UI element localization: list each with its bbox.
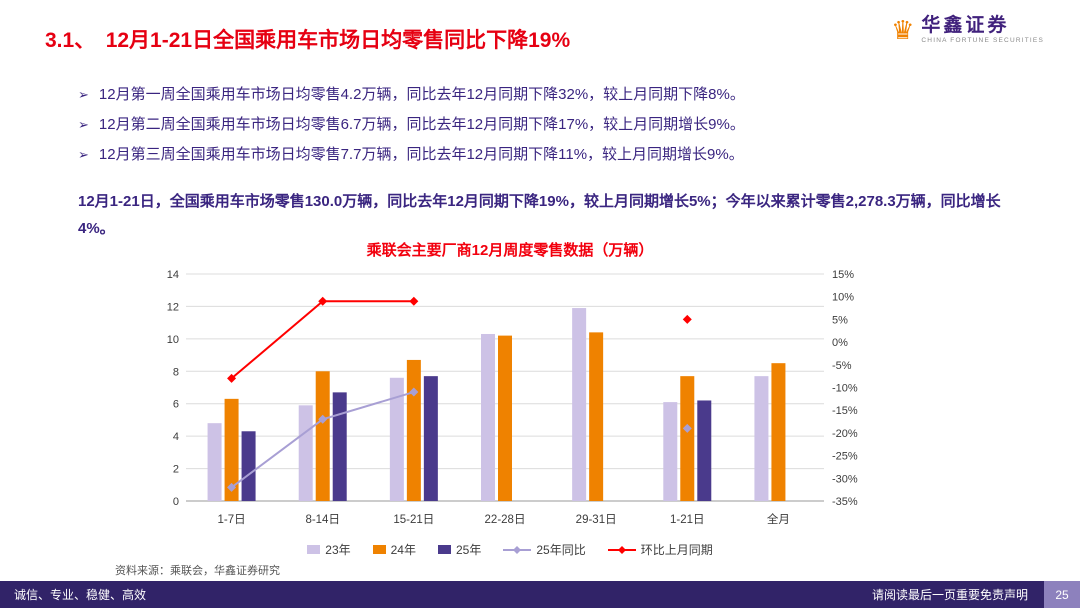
footer-disclaimer: 请阅读最后一页重要免责声明 xyxy=(871,588,1028,602)
page-title: 3.1、 12月1-21日全国乘用车市场日均零售同比下降19% xyxy=(45,29,571,52)
footer-slogan: 诚信、专业、稳健、高效 xyxy=(14,588,147,602)
bullet-arrow-icon: ➢ xyxy=(78,117,89,132)
left-axis-label: 8 xyxy=(173,366,179,378)
category-label: 全月 xyxy=(767,512,790,526)
bullet-text: 12月第二周全国乘用车市场日均零售6.7万辆，同比去年12月同期下降17%，较上… xyxy=(98,116,745,133)
category-label: 15-21日 xyxy=(393,514,434,526)
bar-24年 xyxy=(315,371,330,501)
bar-25年 xyxy=(697,400,712,501)
legend-swatch xyxy=(437,545,451,554)
legend-item: 25年同比 xyxy=(503,541,586,558)
legend-label: 23年 xyxy=(325,543,351,557)
logo-crown-icon: ♛ xyxy=(891,15,915,46)
category-label: 22-28日 xyxy=(485,514,526,526)
legend-line-swatch xyxy=(503,545,532,554)
legend-label: 环比上月同期 xyxy=(640,543,713,557)
line-环比上月同期 xyxy=(230,300,414,380)
page-number: 25 xyxy=(1044,581,1080,608)
left-axis-label: 6 xyxy=(173,399,179,411)
right-axis-label: -5% xyxy=(832,360,852,372)
left-axis-label: 4 xyxy=(173,431,179,443)
bar-23年 xyxy=(754,376,769,501)
logo-name: 华鑫证券 xyxy=(921,15,1010,36)
bar-24年 xyxy=(498,335,512,501)
legend-label: 24年 xyxy=(390,543,416,557)
right-axis-label: -30% xyxy=(832,473,858,485)
category-label: 8-14日 xyxy=(305,514,340,526)
right-axis-label: 15% xyxy=(832,269,854,281)
legend-swatch xyxy=(372,545,386,554)
bar-24年 xyxy=(224,398,239,501)
bar-23年 xyxy=(663,402,678,501)
bullet-arrow-icon: ➢ xyxy=(78,87,89,102)
bullet-list: ➢ 12月第一周全国乘用车市场日均零售4.2万辆，同比去年12月同期下降32%，… xyxy=(78,86,1028,176)
left-axis-label: 12 xyxy=(167,301,179,313)
legend-label: 25年同比 xyxy=(536,543,586,557)
bullet-text: 12月第三周全国乘用车市场日均零售7.7万辆，同比去年12月同期下降11%，较上… xyxy=(98,146,744,163)
right-axis-label: -15% xyxy=(832,405,858,417)
left-axis-label: 0 xyxy=(173,496,179,508)
marker-环比上月同期 xyxy=(318,296,328,306)
category-label: 1-7日 xyxy=(218,514,246,526)
bullet-item: ➢ 12月第三周全国乘用车市场日均零售7.7万辆，同比去年12月同期下降11%，… xyxy=(78,146,1028,164)
logo-text: 华鑫证券 CHINA FORTUNE SECURITIES xyxy=(921,15,1044,44)
legend-line-swatch xyxy=(607,545,636,554)
logo-subtitle: CHINA FORTUNE SECURITIES xyxy=(921,36,1044,44)
marker-25年同比 xyxy=(409,387,419,397)
bullet-arrow-icon: ➢ xyxy=(78,147,89,162)
bar-23年 xyxy=(207,423,222,501)
bar-23年 xyxy=(572,308,587,501)
footer: 诚信、专业、稳健、高效 请阅读最后一页重要免责声明 25 xyxy=(0,581,1080,608)
marker-环比上月同期 xyxy=(227,373,237,383)
company-logo: ♛ 华鑫证券 CHINA FORTUNE SECURITIES xyxy=(891,15,1044,46)
category-label: 29-31日 xyxy=(576,514,617,526)
category-label: 1-21日 xyxy=(670,514,705,526)
bar-23年 xyxy=(481,333,495,501)
marker-25年同比 xyxy=(318,414,328,424)
left-axis-label: 10 xyxy=(167,334,179,346)
right-axis-label: 0% xyxy=(832,337,848,349)
right-axis-label: -25% xyxy=(832,451,858,463)
right-axis-label: -10% xyxy=(832,383,858,395)
legend-item: 24年 xyxy=(372,541,416,558)
left-axis-label: 2 xyxy=(173,464,179,476)
right-axis-label: 5% xyxy=(832,314,848,326)
source-note: 资料来源：乘联会，华鑫证券研究 xyxy=(115,565,280,577)
right-axis-label: -35% xyxy=(832,496,858,508)
legend-item: 环比上月同期 xyxy=(607,541,713,558)
bullet-item: ➢ 12月第一周全国乘用车市场日均零售4.2万辆，同比去年12月同期下降32%，… xyxy=(78,86,1028,104)
left-axis-label: 14 xyxy=(167,269,179,281)
bar-24年 xyxy=(680,376,695,501)
bullet-text: 12月第一周全国乘用车市场日均零售4.2万辆，同比去年12月同期下降32%，较上… xyxy=(98,86,745,103)
right-axis-label: -20% xyxy=(832,428,858,440)
summary-text: 12月1-21日，全国乘用车市场零售130.0万辆，同比去年12月同期下降19%… xyxy=(78,193,1001,237)
chart-section: 0 2 4 6 8 10 12 14 -35% -30% -25% -20% -15% -10% -5% 0%… xyxy=(140,262,880,558)
retail-chart: 0 2 4 6 8 10 12 14 -35% -30% -25% -20% -15% -10% -5% 0%… xyxy=(167,269,858,526)
chart-title: 乘联会主要厂商12月周度零售数据（万辆） xyxy=(366,242,654,259)
legend-swatch xyxy=(307,545,321,554)
bar-25年 xyxy=(241,431,256,501)
legend-item: 23年 xyxy=(307,541,351,558)
bar-25年 xyxy=(332,392,347,501)
bar-25年 xyxy=(423,376,438,501)
legend-label: 25年 xyxy=(455,543,482,557)
bar-24年 xyxy=(771,363,786,501)
bar-23年 xyxy=(298,405,313,501)
marker-25年同比 xyxy=(227,482,237,492)
marker-环比上月同期 xyxy=(409,296,419,306)
bullet-item: ➢ 12月第二周全国乘用车市场日均零售6.7万辆，同比去年12月同期下降17%，… xyxy=(78,116,1028,134)
bar-24年 xyxy=(406,359,421,501)
marker-环比上月同期 xyxy=(682,314,692,324)
marker-25年同比 xyxy=(682,423,692,433)
bar-23年 xyxy=(389,377,404,501)
chart-legend: 23年 24年 25年 25年同比 环比上月同期 xyxy=(140,541,880,558)
bar-24年 xyxy=(589,332,604,501)
right-axis-label: 10% xyxy=(832,292,854,304)
legend-item: 25年 xyxy=(437,541,482,558)
